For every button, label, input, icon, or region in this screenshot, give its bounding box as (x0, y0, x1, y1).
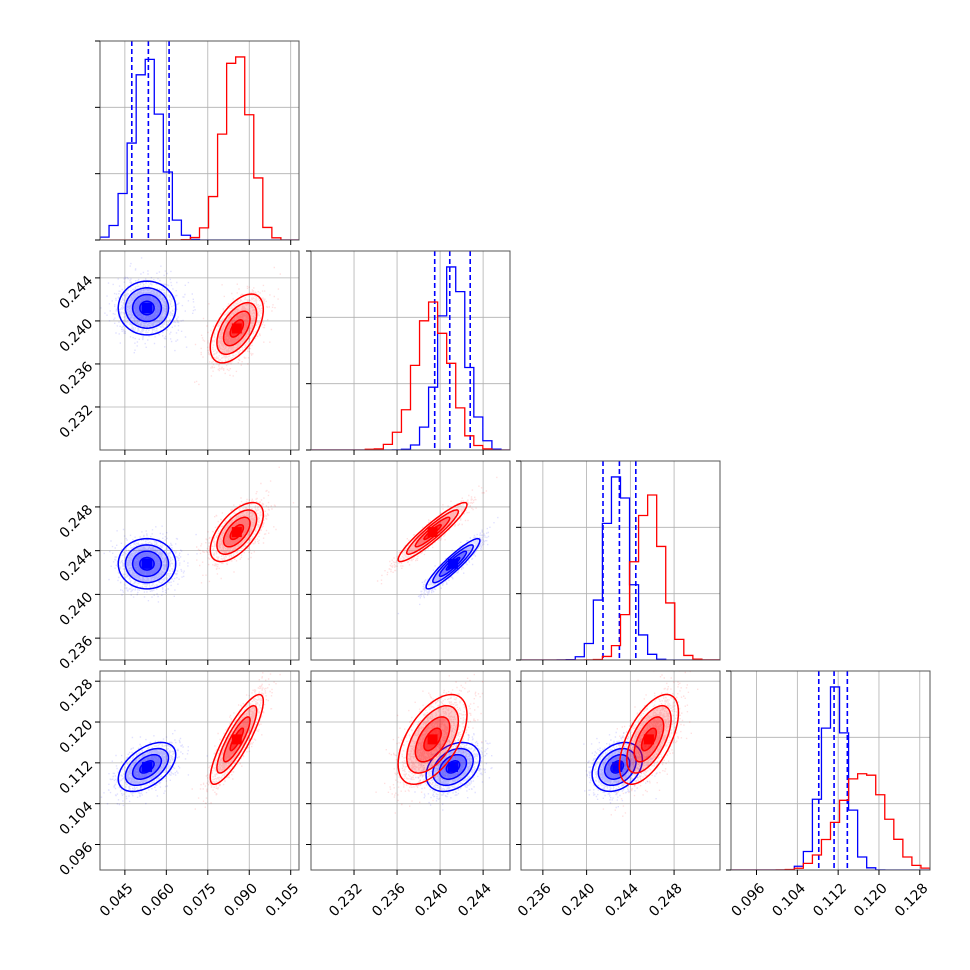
panel-0-0 (95, 40, 300, 245)
panel-content (311, 671, 510, 870)
panel-frame (99, 460, 300, 661)
y-tick-label: 0.236 (57, 633, 97, 673)
density-peak-0 (447, 761, 458, 772)
panel-frame (310, 460, 511, 661)
panel-content (521, 671, 720, 870)
panel-content (100, 41, 299, 240)
panel-frame (520, 670, 721, 871)
panel-2-0 (95, 460, 300, 665)
density-peak-1 (231, 734, 242, 745)
x-tick-label: 0.075 (180, 880, 220, 920)
contour-1 (209, 501, 265, 563)
panel-2-2 (516, 460, 721, 665)
x-tick-label: 0.105 (263, 880, 303, 920)
panel-3-0 (95, 670, 300, 875)
y-tick-label: 0.244 (57, 546, 97, 586)
panel-frame (520, 460, 721, 661)
scatter-0 (100, 729, 208, 807)
y-tick-label: 0.120 (57, 717, 97, 757)
panel-content (731, 671, 930, 870)
x-tick-label: 0.045 (97, 880, 137, 920)
x-tick-label: 0.236 (369, 880, 409, 920)
panel-frame (730, 670, 931, 871)
panel-1-1 (306, 250, 511, 455)
panel-frame (99, 250, 300, 451)
x-tick-label: 0.096 (729, 880, 769, 920)
y-tick-label: 0.240 (57, 316, 97, 356)
x-tick-label: 0.090 (221, 880, 261, 920)
panel-3-3 (726, 670, 931, 875)
histogram-0 (731, 686, 930, 870)
histogram-1 (731, 773, 930, 870)
scatter-1 (375, 673, 484, 814)
panel-frame (99, 670, 300, 871)
panel-content (100, 461, 299, 660)
contour-1 (397, 693, 468, 786)
x-tick-label: 0.240 (559, 880, 599, 920)
contour-0 (117, 537, 177, 590)
x-tick-label: 0.128 (892, 880, 932, 920)
density-peak-0 (141, 558, 152, 569)
contour-0 (117, 280, 177, 336)
y-tick-label: 0.248 (57, 502, 97, 542)
histogram-1 (521, 494, 720, 660)
y-tick-label: 0.232 (57, 402, 97, 442)
x-tick-label: 0.236 (515, 880, 555, 920)
panel-content (311, 251, 510, 450)
panel-1-0 (95, 250, 300, 455)
histogram-0 (311, 266, 510, 450)
panel-content (521, 461, 720, 660)
panel-content (100, 251, 299, 450)
density-peak-1 (427, 527, 438, 538)
x-tick-label: 0.248 (646, 880, 686, 920)
contour-0 (117, 741, 177, 793)
contour-1 (209, 293, 265, 364)
density-peak-0 (141, 761, 152, 772)
panel-frame (310, 670, 511, 871)
panel-frame (310, 250, 511, 451)
panel-2-1 (306, 460, 511, 665)
histogram-1 (100, 56, 299, 240)
panel-content (100, 671, 299, 870)
x-tick-label: 0.244 (602, 880, 642, 920)
density-peak-1 (231, 527, 242, 538)
panel-3-2 (516, 670, 721, 875)
x-tick-label: 0.112 (810, 880, 850, 920)
x-tick-label: 0.240 (412, 880, 452, 920)
y-tick-label: 0.236 (57, 359, 97, 399)
y-tick-label: 0.240 (57, 589, 97, 629)
y-tick-label: 0.096 (57, 839, 97, 879)
density-peak-0 (141, 303, 152, 314)
x-tick-label: 0.104 (769, 880, 809, 920)
contour-1 (209, 693, 265, 786)
y-tick-label: 0.112 (57, 758, 97, 798)
x-tick-label: 0.120 (851, 880, 891, 920)
x-tick-label: 0.244 (455, 880, 495, 920)
histogram-0 (100, 58, 299, 240)
histogram-1 (311, 301, 510, 450)
y-tick-label: 0.128 (57, 676, 97, 716)
density-peak-0 (612, 761, 623, 772)
panel-frame (99, 40, 300, 241)
density-peak-1 (427, 734, 438, 745)
density-peak-1 (231, 323, 242, 334)
contour-0 (425, 741, 481, 793)
x-tick-label: 0.232 (326, 880, 366, 920)
contour-0 (425, 537, 481, 590)
contour-1 (397, 501, 468, 563)
contour-1 (618, 693, 680, 785)
scatter-1 (196, 466, 295, 584)
panel-content (311, 461, 510, 660)
y-tick-label: 0.104 (57, 799, 97, 839)
density-peak-0 (447, 558, 458, 569)
y-tick-label: 0.244 (57, 273, 97, 313)
panel-3-1 (306, 670, 511, 875)
x-tick-label: 0.060 (138, 880, 178, 920)
density-peak-1 (643, 734, 654, 745)
